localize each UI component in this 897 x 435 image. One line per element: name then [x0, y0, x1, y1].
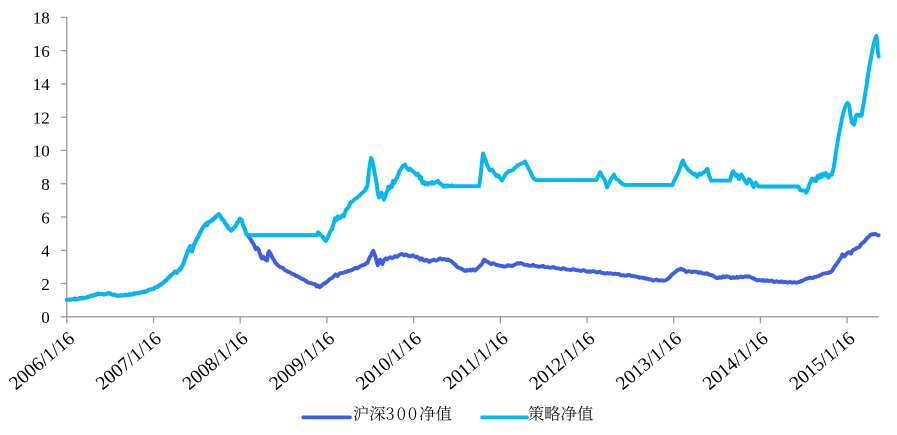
- svg-text:10: 10: [33, 142, 50, 161]
- svg-text:12: 12: [33, 109, 50, 128]
- svg-text:14: 14: [33, 75, 51, 94]
- svg-text:0: 0: [41, 308, 50, 327]
- svg-text:6: 6: [41, 208, 50, 227]
- svg-text:8: 8: [41, 175, 50, 194]
- svg-text:16: 16: [33, 42, 50, 61]
- svg-text:4: 4: [41, 242, 50, 261]
- svg-text:2: 2: [41, 275, 50, 294]
- svg-text:18: 18: [33, 9, 50, 28]
